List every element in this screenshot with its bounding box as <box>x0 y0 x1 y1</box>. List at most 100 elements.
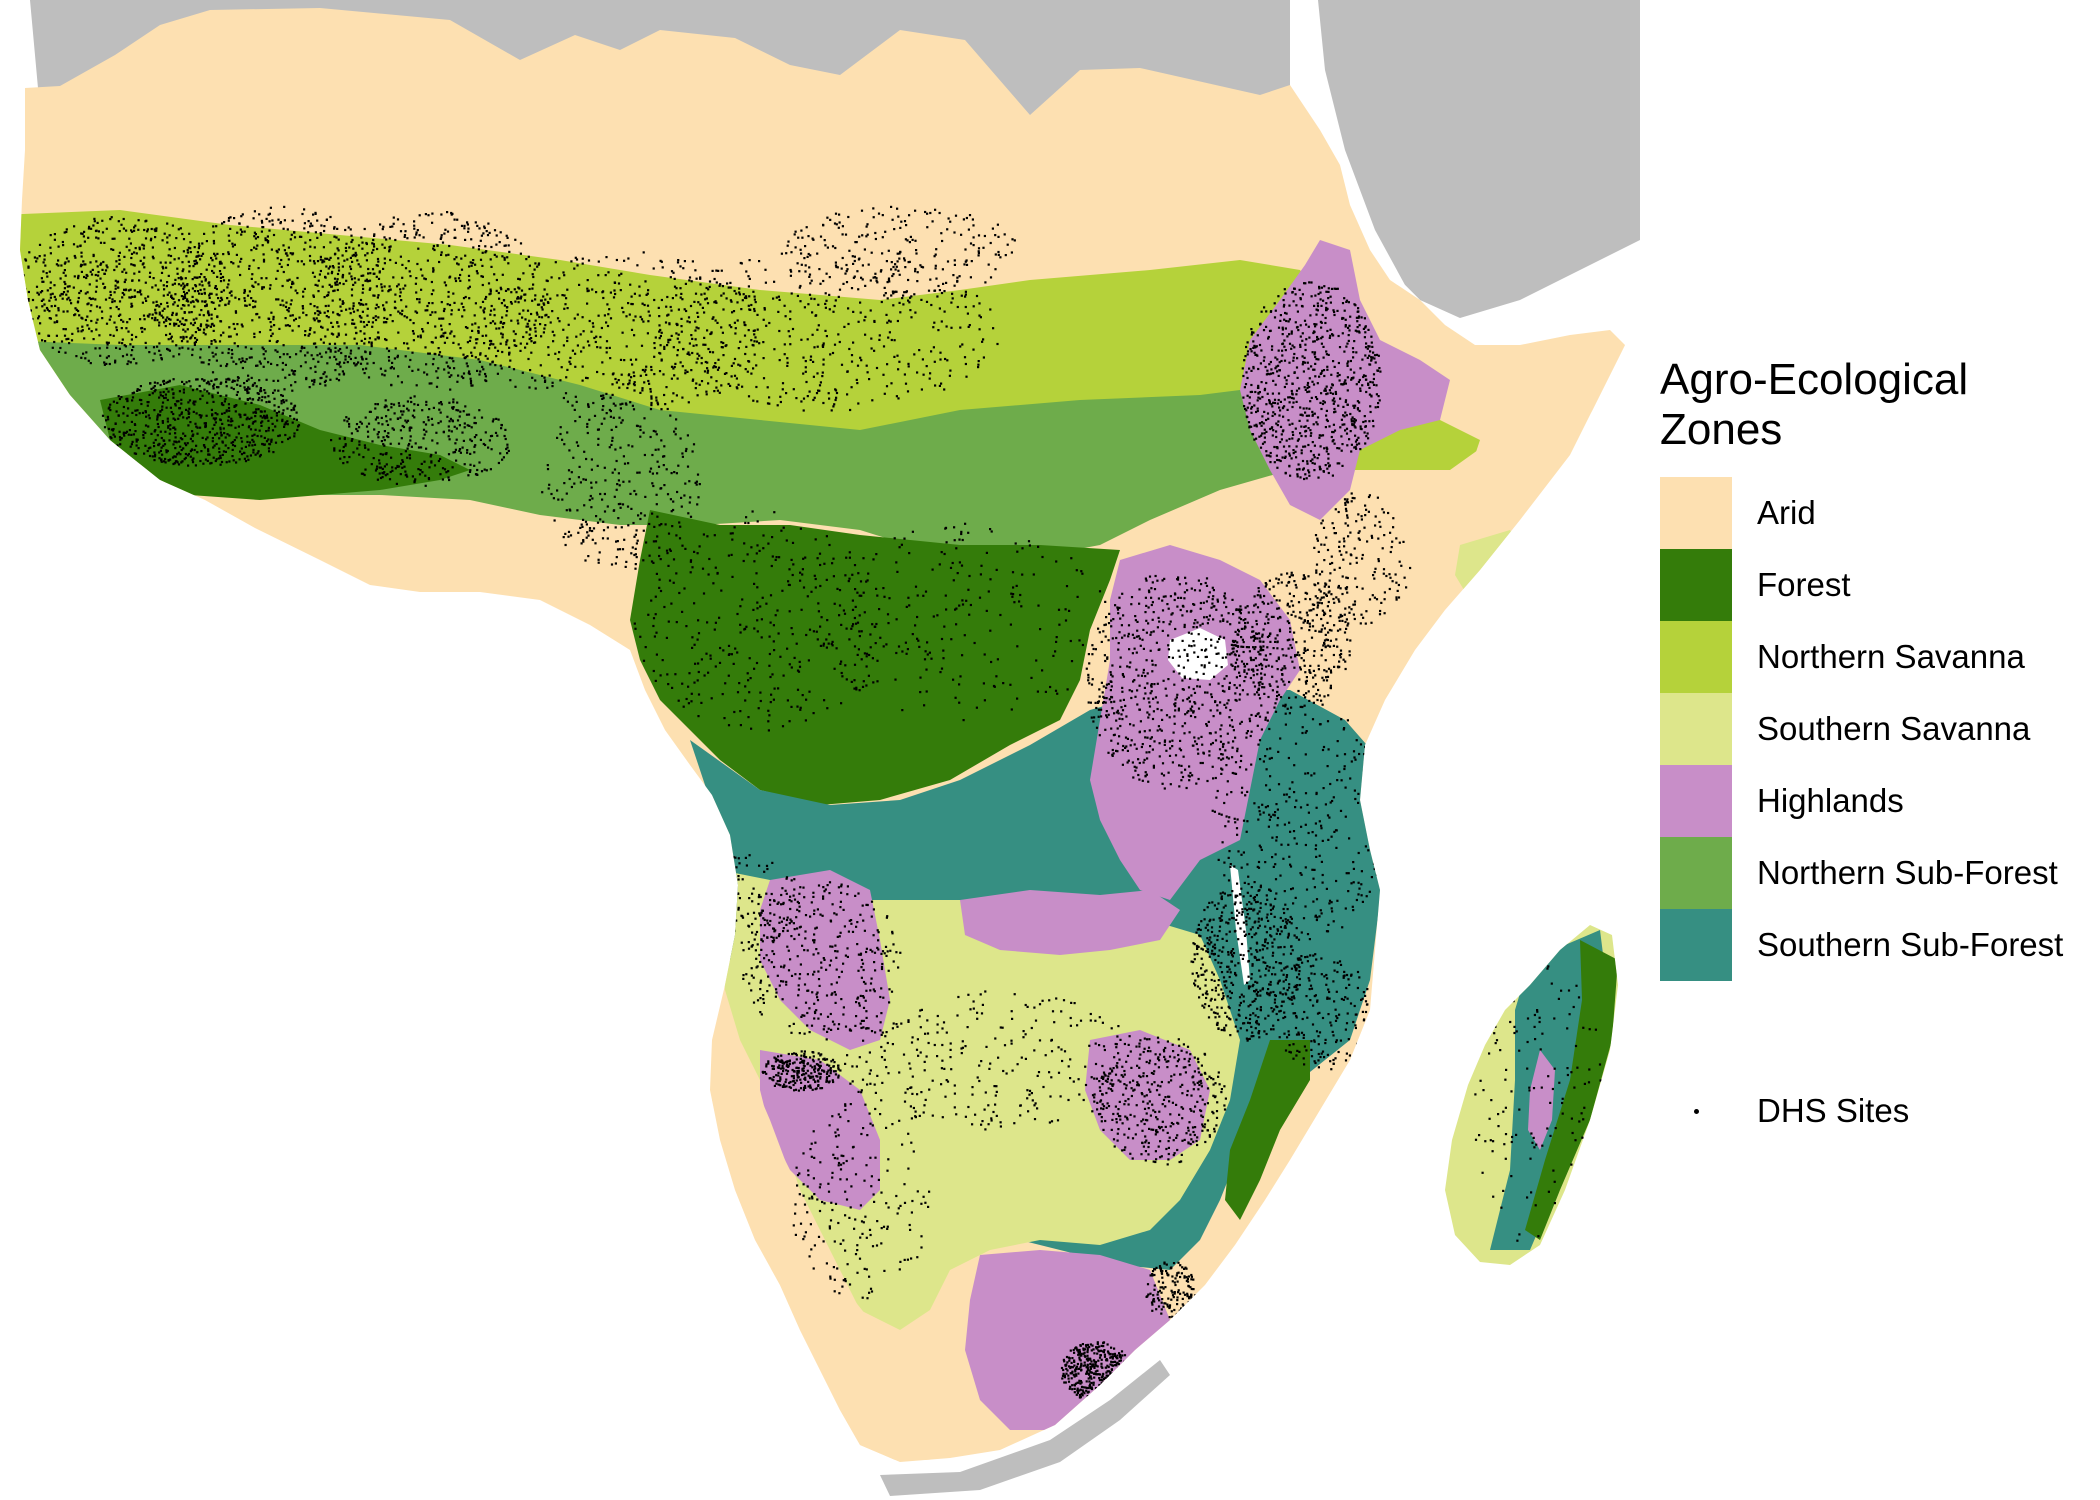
dhs-site-point <box>808 266 811 269</box>
dhs-site-point <box>189 322 193 325</box>
dhs-site-point <box>657 448 660 451</box>
dhs-site-point <box>506 452 509 455</box>
dhs-site-point <box>727 554 730 557</box>
dhs-site-point <box>106 346 109 349</box>
dhs-site-point <box>1057 608 1061 611</box>
dhs-site-point <box>291 389 294 392</box>
dhs-site-point <box>134 423 137 426</box>
dhs-site-point <box>1037 604 1040 607</box>
dhs-site-point <box>331 265 334 268</box>
dhs-site-point <box>692 344 695 347</box>
dhs-site-point <box>975 706 978 709</box>
dhs-site-point <box>142 436 145 439</box>
dhs-site-point <box>590 486 593 489</box>
dhs-site-point <box>694 292 698 295</box>
dhs-site-point <box>147 401 150 404</box>
dhs-site-point <box>411 369 414 372</box>
dhs-site-point <box>556 436 559 439</box>
dhs-site-point <box>663 347 666 350</box>
dhs-site-point <box>153 381 156 384</box>
dhs-site-point <box>670 270 674 273</box>
dhs-site-point <box>487 282 491 285</box>
dhs-site-point <box>469 469 472 472</box>
dhs-site-point <box>29 309 32 312</box>
dhs-site-point <box>564 543 567 547</box>
dhs-site-point <box>350 275 353 278</box>
dhs-site-point <box>342 450 345 453</box>
dhs-site-point <box>567 530 571 533</box>
dhs-site-point <box>506 306 509 309</box>
dhs-site-point <box>269 206 272 209</box>
dhs-site-point <box>227 403 230 406</box>
dhs-site-point <box>680 325 683 328</box>
dhs-site-point <box>153 409 156 412</box>
dhs-site-point <box>956 305 959 309</box>
dhs-site-point <box>905 290 908 293</box>
dhs-site-point <box>641 302 644 305</box>
dhs-site-point <box>681 365 684 368</box>
dhs-site-point <box>602 373 605 376</box>
dhs-site-point <box>875 366 879 370</box>
dhs-site-point <box>480 470 484 473</box>
dhs-site-point <box>288 324 291 328</box>
dhs-site-point <box>656 460 659 463</box>
dhs-site-point <box>223 221 226 224</box>
dhs-site-point <box>920 388 923 391</box>
dhs-site-point <box>883 392 886 395</box>
dhs-site-point <box>960 532 963 536</box>
dhs-site-point <box>716 368 720 371</box>
dhs-site-point <box>519 242 523 245</box>
dhs-site-point <box>766 386 769 389</box>
dhs-site-point <box>138 388 141 392</box>
dhs-site-point <box>727 382 730 386</box>
dhs-site-point <box>440 236 443 239</box>
dhs-site-point <box>522 272 525 275</box>
dhs-site-point <box>697 301 700 304</box>
dhs-site-point <box>949 220 952 223</box>
dhs-site-point <box>359 298 363 302</box>
dhs-site-point <box>843 325 846 328</box>
dhs-site-point <box>658 337 661 340</box>
dhs-site-point <box>214 285 217 288</box>
dhs-site-point <box>173 324 176 327</box>
dhs-site-point <box>799 527 802 530</box>
dhs-site-point <box>817 303 820 306</box>
dhs-site-point <box>211 322 214 325</box>
dhs-site-point <box>891 274 894 278</box>
dhs-site-point <box>747 395 751 398</box>
dhs-site-point <box>914 311 917 314</box>
dhs-site-point <box>474 356 477 359</box>
dhs-site-point <box>202 314 205 317</box>
dhs-site-point <box>215 378 218 381</box>
dhs-site-point <box>452 406 455 409</box>
dhs-site-point <box>898 301 901 304</box>
dhs-site-point <box>684 482 687 485</box>
dhs-site-point <box>283 423 286 426</box>
dhs-site-point <box>218 270 222 273</box>
dhs-site-point <box>676 337 679 340</box>
dhs-site-point <box>413 227 416 230</box>
dhs-site-point <box>952 274 955 277</box>
dhs-site-point <box>891 290 894 293</box>
dhs-site-point <box>203 388 206 391</box>
dhs-site-point <box>607 313 610 316</box>
dhs-site-point <box>166 316 169 319</box>
dhs-site-point <box>498 327 501 330</box>
dhs-site-point <box>131 230 134 233</box>
dhs-site-point <box>87 236 90 239</box>
dhs-site-point <box>37 315 41 318</box>
dhs-site-point <box>968 214 972 217</box>
dhs-site-point <box>157 425 160 429</box>
dhs-site-point <box>128 318 131 321</box>
dhs-site-point <box>989 241 992 245</box>
dhs-site-point <box>561 294 564 297</box>
dhs-site-point <box>277 405 280 409</box>
dhs-site-point <box>298 235 302 238</box>
dhs-site-point <box>556 317 560 320</box>
dhs-site-point <box>678 591 681 595</box>
dhs-site-point <box>355 363 358 366</box>
dhs-site-point <box>329 348 332 352</box>
dhs-site-point <box>244 346 247 349</box>
dhs-site-point <box>204 305 207 308</box>
dhs-site-point <box>566 368 569 371</box>
